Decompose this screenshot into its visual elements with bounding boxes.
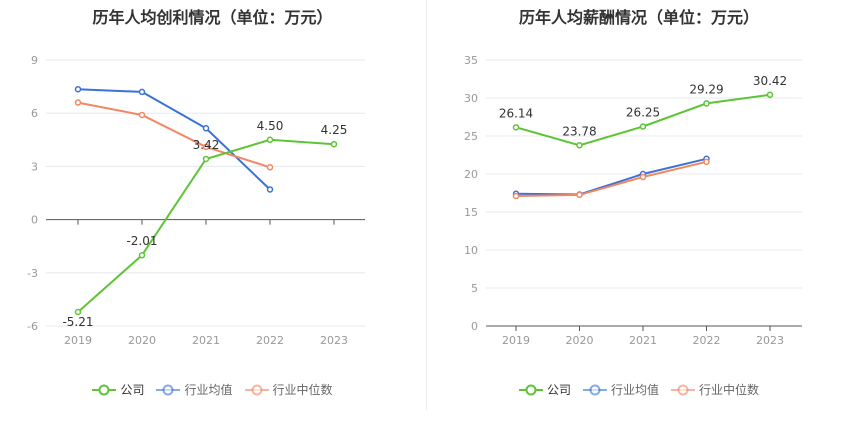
data-point bbox=[512, 124, 520, 131]
data-label: -2.01 bbox=[126, 234, 157, 248]
legend-dot bbox=[677, 384, 689, 395]
data-point bbox=[202, 125, 210, 132]
chart-title: 历年人均创利情况（单位：万元） bbox=[92, 8, 333, 27]
data-label: -5.21 bbox=[62, 315, 93, 329]
data-point bbox=[202, 143, 210, 151]
data-point bbox=[266, 164, 274, 171]
data-label: 26.14 bbox=[499, 106, 533, 120]
legend-label: 行业中位数 bbox=[699, 383, 760, 397]
legend-marker-icon bbox=[244, 384, 269, 395]
legend-item[interactable]: 公司 bbox=[518, 381, 571, 398]
legend-marker-icon bbox=[671, 384, 695, 395]
data-point bbox=[202, 155, 210, 163]
legend-dot bbox=[525, 384, 537, 395]
data-label: 4.25 bbox=[321, 123, 348, 137]
legend-dot bbox=[162, 384, 174, 395]
legend-item[interactable]: 行业均值 bbox=[582, 381, 659, 398]
y-tick-label: -3 bbox=[27, 267, 38, 280]
data-point bbox=[74, 99, 82, 106]
salary-chart-svg: 35 30 25 20 15 10 5 0 2019 2020 2021 2022 2023 26.14 2… bbox=[464, 54, 802, 347]
data-point bbox=[576, 142, 583, 149]
data-label: 3.42 bbox=[193, 138, 220, 152]
x-tick-label: 2020 bbox=[128, 334, 156, 347]
chart-legend: 公司 行业均值 行业中位数 bbox=[428, 381, 850, 398]
data-point bbox=[330, 140, 338, 148]
data-point bbox=[639, 123, 647, 130]
data-point bbox=[138, 88, 146, 96]
data-point bbox=[266, 186, 274, 193]
data-point bbox=[576, 191, 583, 199]
chart-panel-profit: 历年人均创利情况（单位：万元） 9 6 3 0 -3 -6 2019 2020 2021 2022… bbox=[0, 8, 425, 398]
data-point bbox=[703, 100, 710, 107]
legend-marker-icon bbox=[518, 384, 543, 395]
x-tick-label: 2019 bbox=[64, 334, 92, 347]
x-tick-label: 2020 bbox=[566, 334, 594, 347]
data-point bbox=[512, 192, 520, 200]
series-line bbox=[77, 138, 335, 313]
y-tick-label: 6 bbox=[31, 107, 38, 120]
y-tick-label: 0 bbox=[471, 320, 478, 333]
legend-dot bbox=[98, 384, 110, 395]
legend-dot bbox=[589, 384, 601, 395]
legend-label: 公司 bbox=[120, 383, 145, 397]
data-point bbox=[74, 86, 82, 93]
series-line bbox=[77, 88, 271, 191]
legend-label: 行业均值 bbox=[184, 383, 233, 397]
profit-chart-svg: 9 6 3 0 -3 -6 2019 2020 2021 2022 2023 -5.21 -2.01 3.… bbox=[27, 54, 365, 347]
data-label: 30.42 bbox=[753, 74, 787, 88]
y-tick-label: 0 bbox=[31, 214, 38, 227]
y-tick-label: 20 bbox=[464, 168, 478, 181]
legend-item[interactable]: 行业均值 bbox=[156, 381, 233, 398]
y-tick-label: 35 bbox=[464, 54, 478, 67]
x-tick-label: 2021 bbox=[192, 334, 220, 347]
data-point bbox=[74, 308, 82, 316]
x-tick-label: 2023 bbox=[756, 334, 784, 347]
y-tick-label: 9 bbox=[31, 54, 38, 67]
legend-item[interactable]: 行业中位数 bbox=[671, 381, 759, 398]
x-tick-label: 2019 bbox=[502, 334, 530, 347]
data-point bbox=[266, 136, 274, 144]
data-point bbox=[766, 91, 774, 99]
series-line bbox=[515, 93, 771, 147]
data-point bbox=[703, 158, 710, 166]
data-label: 4.50 bbox=[257, 119, 284, 133]
series-line bbox=[77, 101, 271, 169]
panel-divider bbox=[426, 0, 427, 410]
y-tick-label: -6 bbox=[27, 320, 38, 333]
x-tick-label: 2022 bbox=[256, 334, 284, 347]
legend-dot bbox=[251, 384, 262, 395]
series-line bbox=[515, 157, 707, 196]
y-tick-label: 30 bbox=[464, 92, 478, 105]
legend-item[interactable]: 行业中位数 bbox=[244, 381, 333, 398]
legend-marker-icon bbox=[582, 384, 607, 395]
legend-marker-icon bbox=[156, 384, 181, 395]
y-tick-label: 15 bbox=[464, 206, 478, 219]
y-tick-label: 3 bbox=[31, 160, 38, 173]
legend-item[interactable]: 公司 bbox=[92, 381, 144, 398]
data-label: 26.25 bbox=[626, 106, 660, 120]
chart-panel-salary: 历年人均薪酬情况（单位：万元） 35 30 25 20 15 10 5 0 2019 2020 20… bbox=[428, 0, 850, 437]
data-label: 29.29 bbox=[689, 82, 723, 96]
legend-label: 公司 bbox=[546, 383, 571, 397]
chart-title: 历年人均薪酬情况（单位：万元） bbox=[518, 8, 759, 27]
series-line bbox=[515, 160, 707, 197]
legend-marker-icon bbox=[92, 384, 117, 395]
data-label: 23.78 bbox=[562, 124, 596, 138]
data-point bbox=[138, 111, 146, 119]
chart-legend: 公司 行业均值 行业中位数 bbox=[0, 381, 425, 398]
legend-label: 行业中位数 bbox=[272, 383, 333, 397]
legend-label: 行业均值 bbox=[610, 383, 659, 397]
data-point bbox=[639, 173, 647, 181]
data-point bbox=[138, 251, 146, 259]
x-tick-label: 2023 bbox=[320, 334, 348, 347]
x-tick-label: 2021 bbox=[629, 334, 657, 347]
y-tick-label: 25 bbox=[464, 130, 478, 143]
y-tick-label: 5 bbox=[471, 282, 478, 295]
y-tick-label: 10 bbox=[464, 244, 478, 257]
x-tick-label: 2022 bbox=[693, 334, 721, 347]
